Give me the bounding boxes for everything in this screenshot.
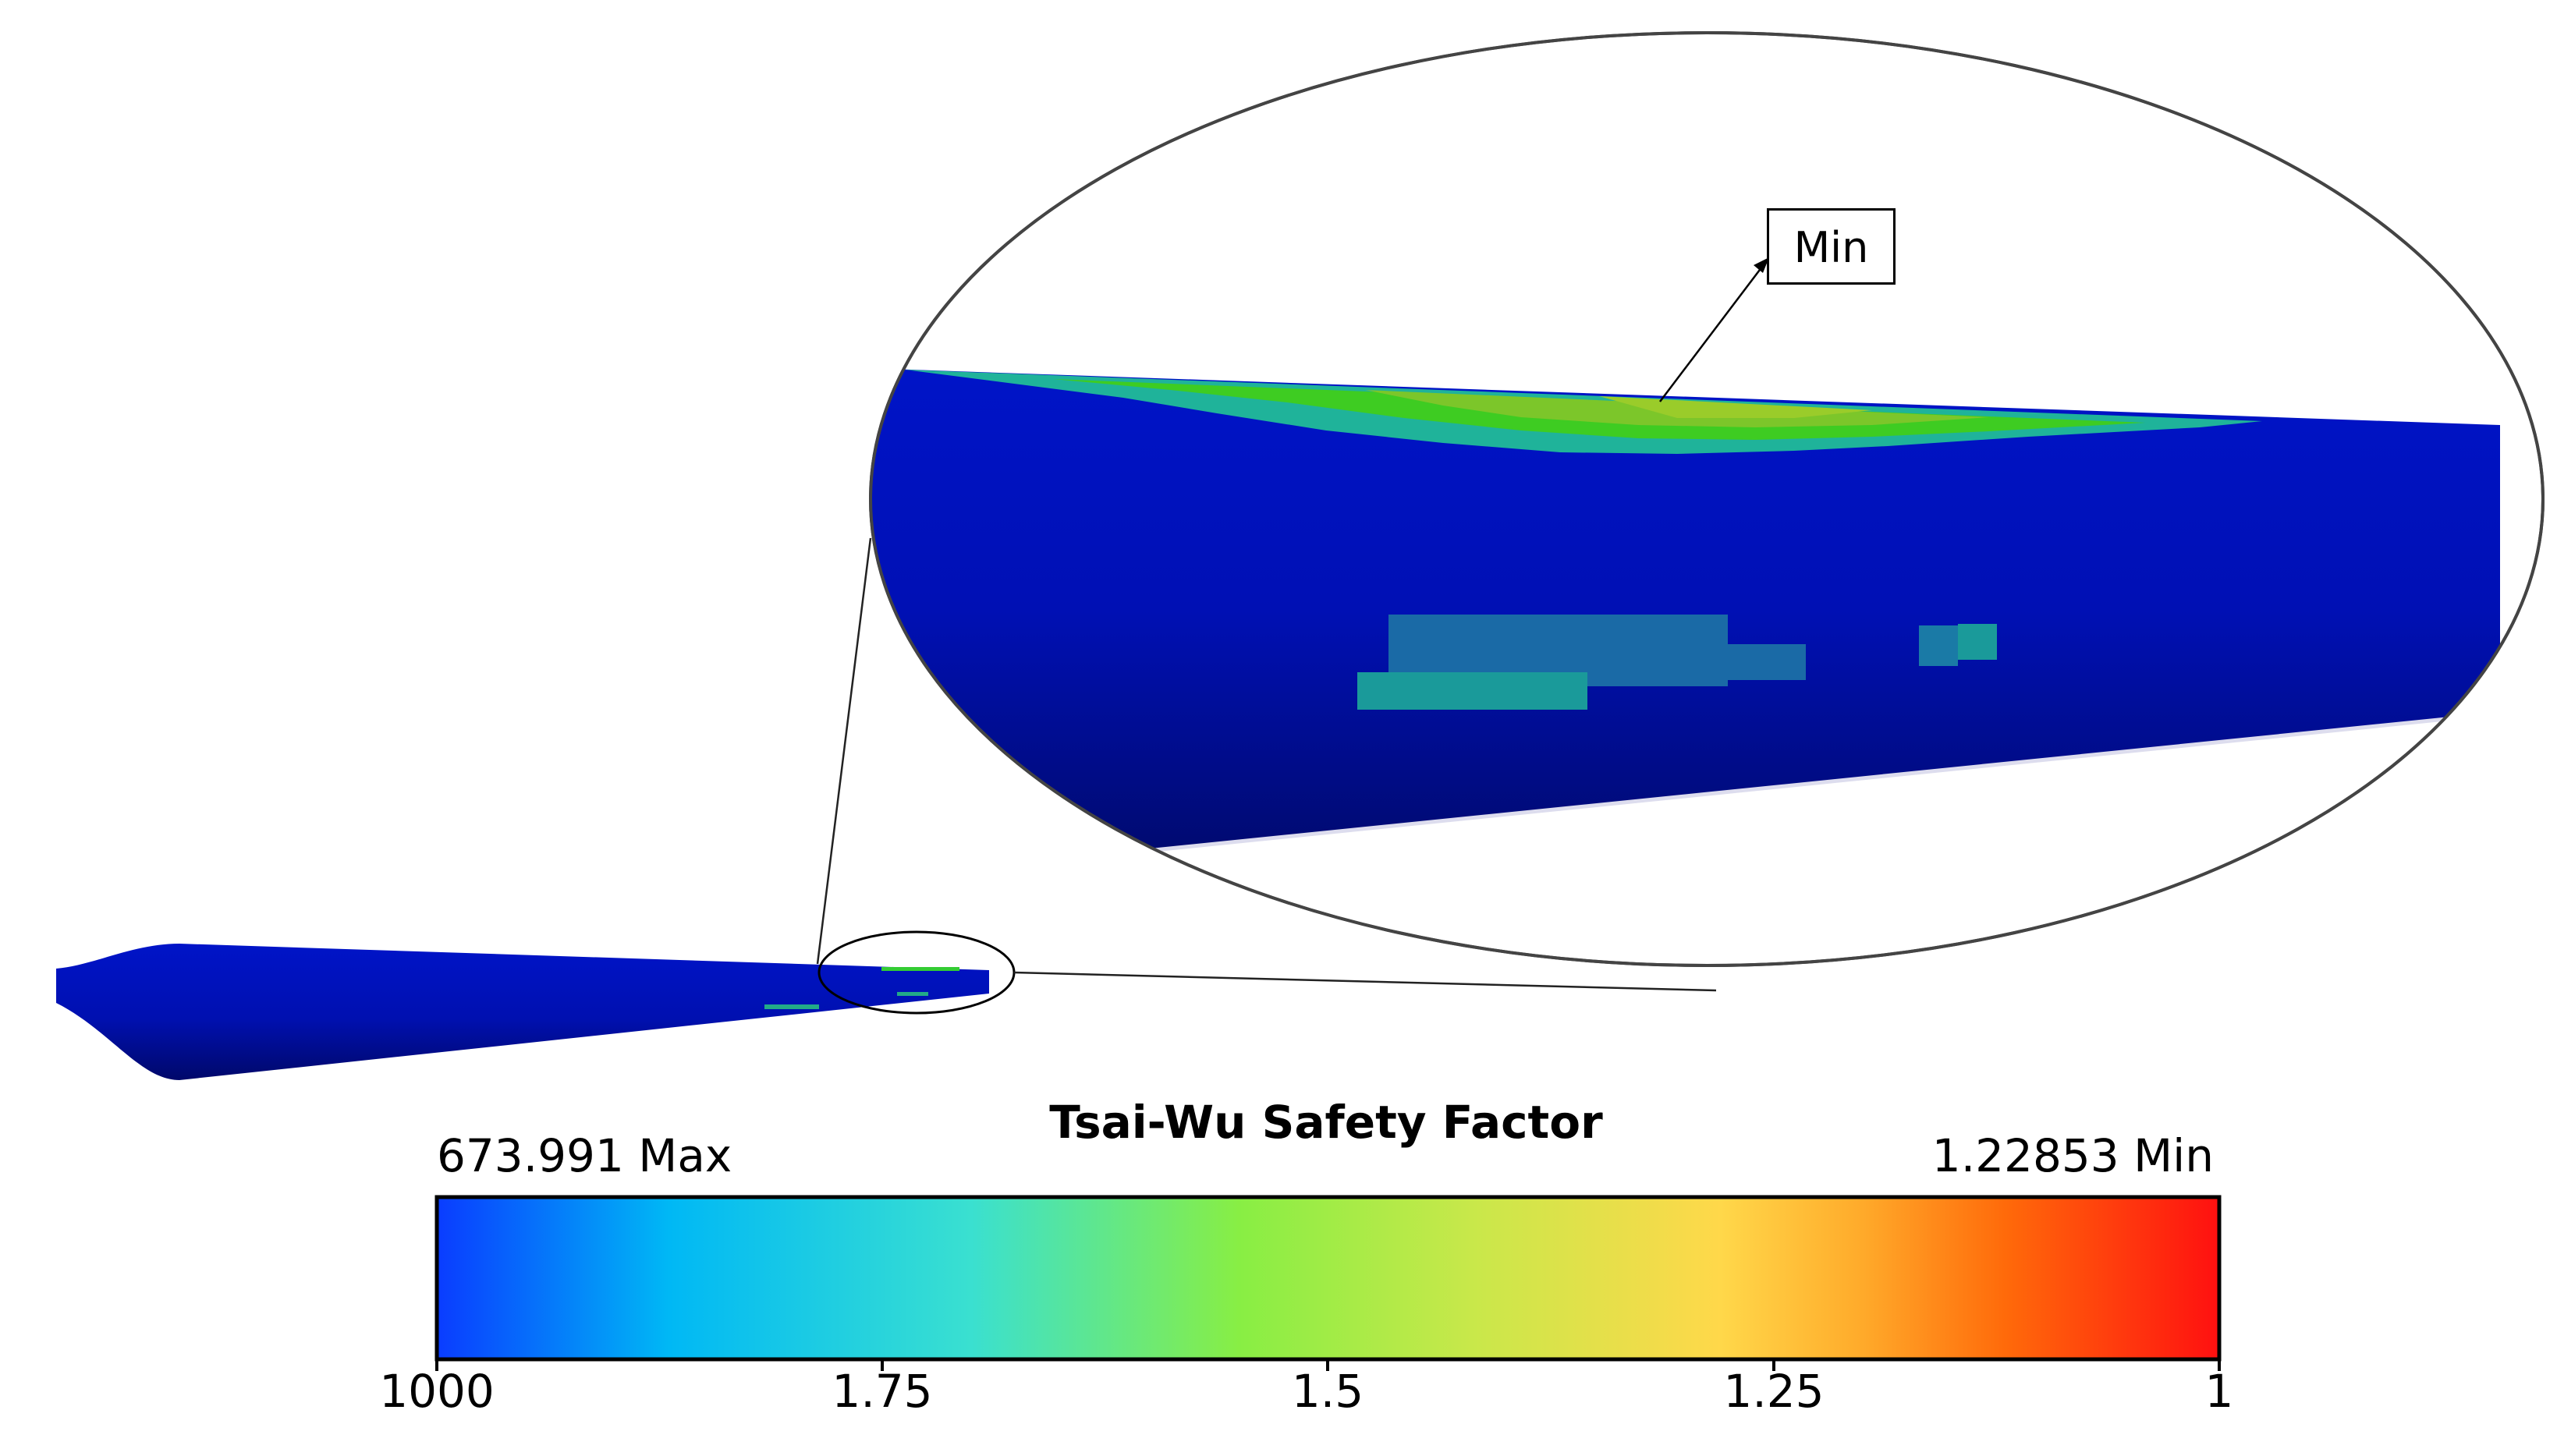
internal-damage-patch [1919,625,1958,666]
zoom-connector [1013,971,1717,992]
blade-damage-spot [881,967,959,971]
blade-damage-spot [764,1004,819,1009]
zoom-blade-lower-edge [1122,711,2501,856]
internal-damage-patch [1357,672,1587,710]
zoom-connector [816,537,872,965]
min-callout-arrow [1659,263,1765,402]
min-callout-label: Min [1793,223,1869,272]
internal-damage-patch [1958,624,1997,660]
min-callout-arrowhead [1754,257,1769,273]
blade-damage-spot [897,992,928,996]
colorbar-title: Tsai-Wu Safety Factor [1049,1096,1603,1149]
colorbar-max-label: 673.991 Max [437,1129,732,1182]
min-callout-box: Min [1767,208,1896,285]
colorbar-gradient [434,1195,2222,1362]
zoom-inset [869,31,2545,967]
zoom-blade-section [871,368,2500,853]
internal-damage-patch [1728,644,1806,680]
edge-damage-peak [1599,396,1872,418]
colorbar [434,1195,2222,1371]
colorbar-tick-label: 1.25 [1723,1365,1825,1418]
colorbar-tick-label: 1 [2204,1365,2234,1418]
colorbar-tick-label: 1.5 [1291,1365,1364,1418]
colorbar-tick-label: 1.75 [832,1365,933,1418]
colorbar-min-label: 1.22853 Min [1931,1129,2214,1182]
blade-body [56,944,989,1080]
blade-overview [56,930,1016,1080]
colorbar-tick-label: 1000 [379,1365,495,1418]
